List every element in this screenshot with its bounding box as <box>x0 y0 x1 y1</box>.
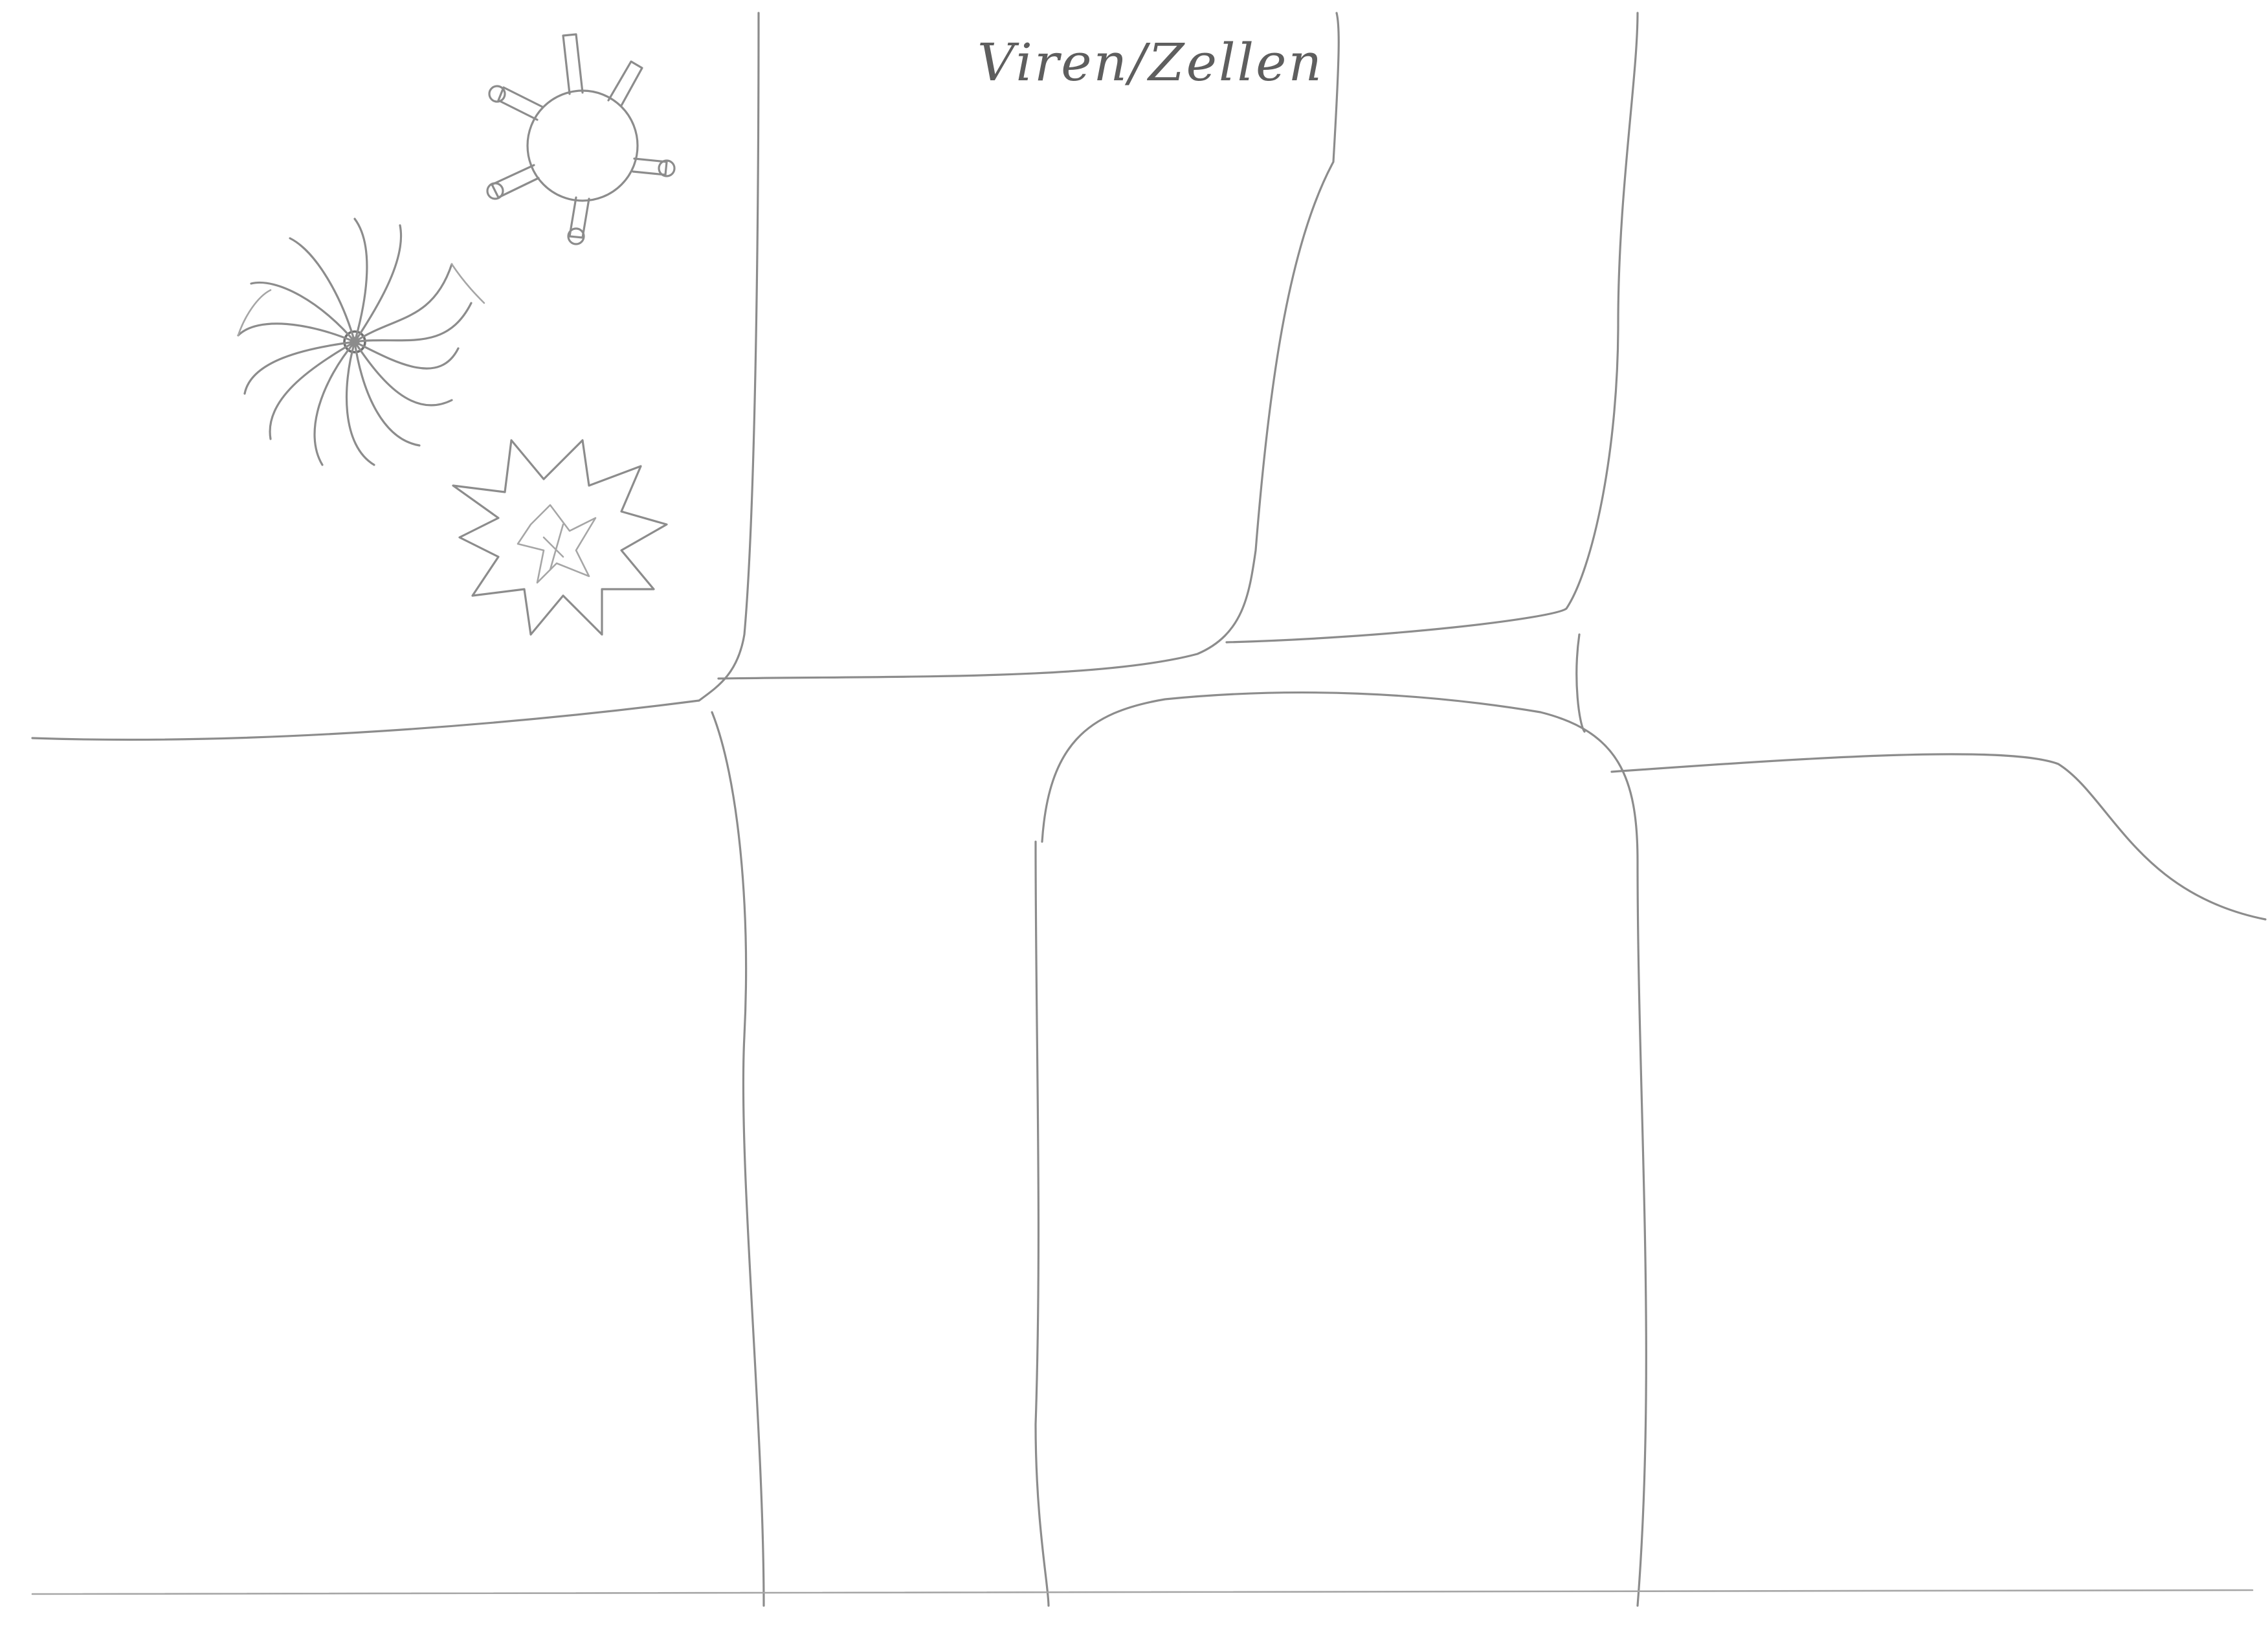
radial-spiral-virus <box>237 218 485 466</box>
spiked-sphere-virus <box>486 33 676 245</box>
star-burst-virus <box>452 439 668 636</box>
sketch-caption: Viren/Zellen <box>977 32 1324 93</box>
panel-borders <box>31 12 2267 1607</box>
panel-viruses-left <box>237 33 676 636</box>
